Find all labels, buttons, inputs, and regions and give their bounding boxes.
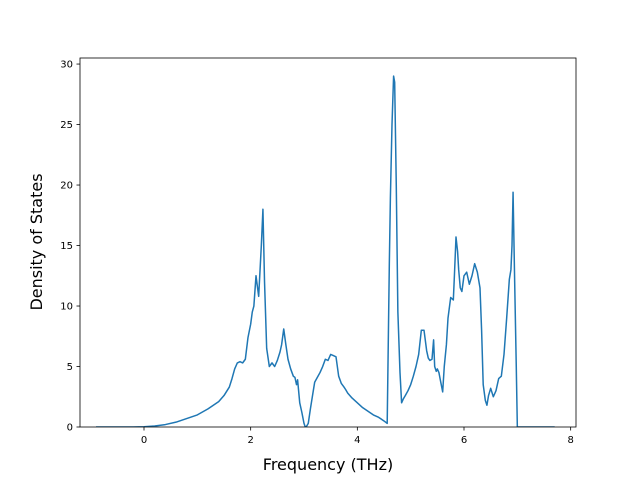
y-tick-label-25: 25 [60,120,73,131]
axes-frame [79,57,577,428]
x-tick-label-2: 2 [247,435,253,446]
y-axis-title: Density of States [27,173,46,310]
y-tick-label-30: 30 [60,60,73,71]
y-tick-label-20: 20 [60,181,73,192]
y-tick-label-10: 10 [60,302,73,313]
x-tick-label-8: 8 [567,435,573,446]
x-tick-label-6: 6 [461,435,467,446]
y-tick-label-0: 0 [67,423,73,434]
plot-area: 0 2 4 6 8 0 5 10 15 20 25 30 [60,57,577,446]
y-tick-label-15: 15 [60,241,73,252]
x-tick-label-0: 0 [141,435,147,446]
x-axis-title: Frequency (THz) [263,455,393,474]
x-tick-label-4: 4 [354,435,360,446]
y-tick-label-5: 5 [67,362,73,373]
series-line-0 [96,75,555,427]
